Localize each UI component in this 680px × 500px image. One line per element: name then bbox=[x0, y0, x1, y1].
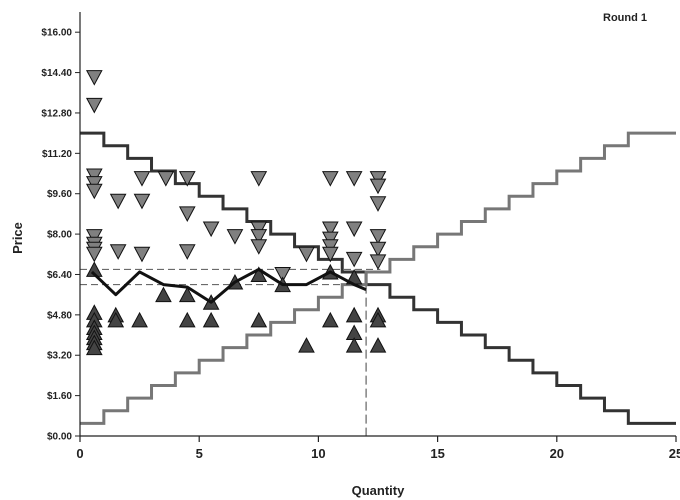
y-tick-label: $6.40 bbox=[47, 270, 72, 281]
y-tick-label: $16.00 bbox=[41, 28, 72, 39]
bid-marker bbox=[250, 311, 268, 328]
ask-marker bbox=[369, 171, 387, 187]
ask-marker bbox=[250, 239, 268, 255]
y-axis-label: Price bbox=[10, 222, 25, 254]
ask-marker bbox=[133, 171, 151, 187]
bid-marker bbox=[107, 311, 125, 328]
ask-marker bbox=[85, 97, 103, 114]
x-tick-label: 5 bbox=[196, 446, 203, 461]
bid-marker bbox=[131, 311, 148, 328]
y-tick-label: $0.00 bbox=[47, 432, 72, 443]
ask-marker bbox=[321, 231, 339, 248]
x-axis-label: Quantity bbox=[352, 483, 405, 498]
plot-area bbox=[80, 70, 676, 436]
ask-marker bbox=[85, 168, 103, 185]
ask-marker bbox=[178, 171, 196, 187]
ask-marker bbox=[178, 206, 196, 222]
bid-marker bbox=[321, 311, 339, 328]
ask-marker bbox=[85, 229, 103, 245]
bid-marker bbox=[85, 339, 103, 356]
y-tick-label: $3.20 bbox=[47, 351, 72, 362]
x-tick-label: 25 bbox=[669, 446, 680, 461]
y-tick-label: $12.80 bbox=[41, 108, 72, 119]
ask-marker bbox=[369, 196, 387, 212]
ask-marker bbox=[321, 221, 339, 238]
bid-marker bbox=[250, 266, 268, 282]
ask-marker bbox=[226, 229, 244, 245]
bid-marker bbox=[85, 261, 103, 277]
chart-title: Round 1 bbox=[603, 12, 647, 24]
ticks: $0.00 $1.60 $3.20 $4.80 $6.40 $8.00 $9.60 $11.2… bbox=[41, 28, 680, 461]
y-tick-label: $11.20 bbox=[42, 149, 72, 160]
bid-marker bbox=[178, 286, 196, 303]
x-tick-label: 15 bbox=[430, 446, 444, 461]
ask-marker bbox=[298, 246, 315, 263]
ask-marker bbox=[345, 221, 363, 238]
ask-marker bbox=[178, 244, 196, 260]
ask-marker bbox=[85, 70, 103, 86]
bid-marker bbox=[345, 337, 363, 353]
ask-marker bbox=[85, 183, 103, 200]
bid-marker bbox=[178, 311, 196, 328]
ask-marker bbox=[133, 193, 151, 210]
x-tick-label: 10 bbox=[311, 446, 325, 461]
ask-marker bbox=[369, 229, 387, 245]
supply-step-line bbox=[80, 131, 676, 425]
y-tick-label: $4.80 bbox=[47, 310, 72, 321]
ask-marker bbox=[250, 171, 268, 187]
ask-marker bbox=[250, 229, 268, 245]
ask-marker bbox=[369, 241, 387, 258]
y-tick-label: $1.60 bbox=[47, 391, 72, 402]
ask-marker bbox=[202, 221, 220, 238]
bid-marker bbox=[202, 311, 220, 328]
ask-marker bbox=[321, 239, 339, 255]
ask-marker bbox=[157, 171, 175, 187]
x-tick-label: 20 bbox=[550, 446, 564, 461]
ask-marker bbox=[250, 221, 268, 238]
ask-marker bbox=[369, 178, 387, 195]
ask-marker bbox=[321, 246, 339, 263]
ask-marker bbox=[85, 176, 103, 192]
bid-marker bbox=[369, 337, 387, 353]
y-tick-label: $8.00 bbox=[47, 230, 72, 241]
ask-marker bbox=[345, 171, 363, 187]
axes bbox=[79, 12, 676, 437]
x-tick-label: 0 bbox=[76, 446, 83, 461]
trade-price-line bbox=[90, 267, 367, 304]
ask-marker bbox=[85, 246, 103, 263]
ask-marker bbox=[345, 251, 363, 268]
bid-marker bbox=[369, 311, 387, 328]
ask-marker bbox=[109, 193, 127, 210]
bid-marker bbox=[345, 306, 363, 323]
ask-marker bbox=[109, 244, 127, 260]
y-tick-label: $14.40 bbox=[41, 68, 72, 79]
y-tick-label: $9.60 bbox=[47, 189, 72, 200]
ask-marker bbox=[321, 171, 339, 187]
bid-marker bbox=[298, 337, 315, 353]
ask-marker bbox=[369, 254, 387, 270]
ask-marker bbox=[274, 266, 291, 283]
bid-marker bbox=[155, 286, 172, 303]
ask-marker bbox=[133, 246, 151, 263]
